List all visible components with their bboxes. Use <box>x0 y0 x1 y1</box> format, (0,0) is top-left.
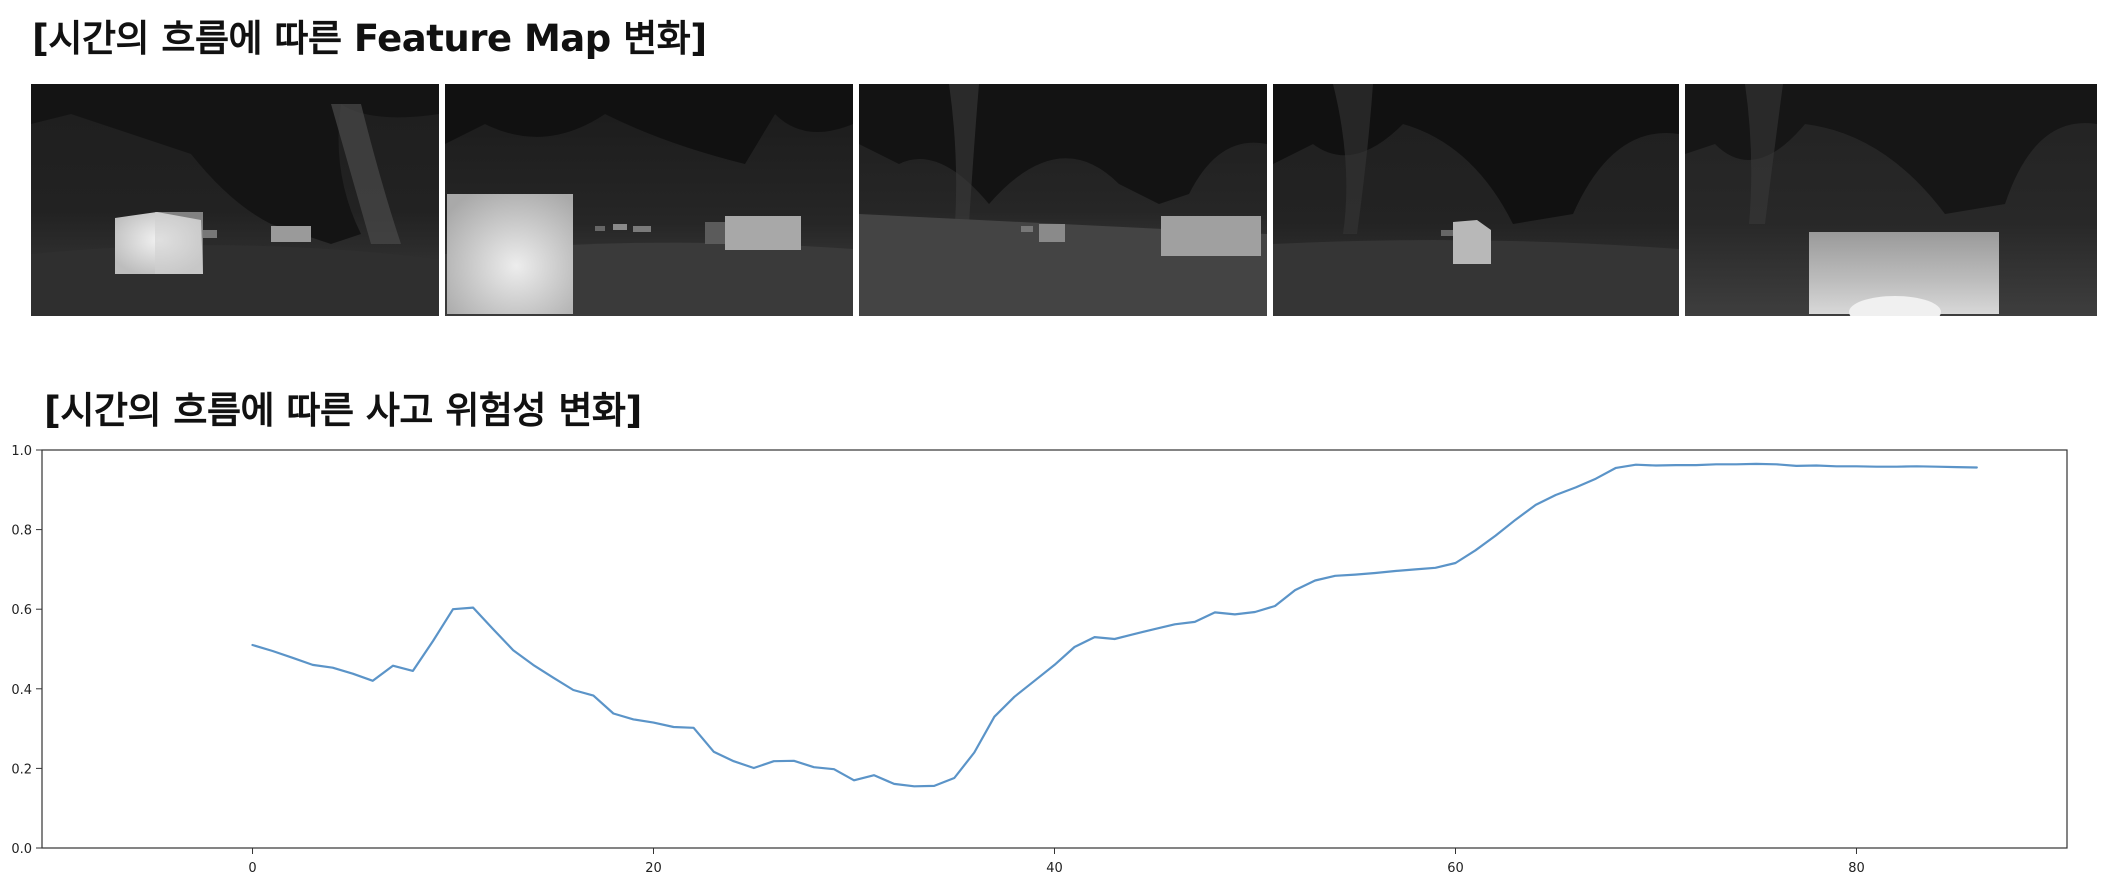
feature-map-frame-2 <box>445 84 853 316</box>
y-tick-label: 0.6 <box>11 603 32 618</box>
plot-frame <box>41 449 2068 849</box>
y-tick-label: 0.0 <box>11 842 32 857</box>
risk-chart-svg: 0 20 40 60 80 0.0 0.2 0.4 0.6 0.8 1.0 <box>11 444 2068 876</box>
feature-map-frame-4 <box>1273 84 1679 316</box>
series-line-1 <box>251 462 1978 788</box>
y-tick-label: 0.4 <box>11 683 32 698</box>
risk-chart-title: [시간의 흐름에 따른 사고 위험성 변화] <box>44 389 642 432</box>
y-tick-label: 0.8 <box>11 524 32 539</box>
y-tick-label: 0.2 <box>11 762 32 777</box>
feature-map-frame-3 <box>859 84 1267 316</box>
x-tick-label: 20 <box>645 861 662 876</box>
x-tick-label: 60 <box>1447 861 1464 876</box>
x-tick-label: 40 <box>1046 861 1063 876</box>
feature-map-strip <box>31 84 2097 318</box>
x-tick-label: 80 <box>1848 861 1865 876</box>
feature-map-frame-5 <box>1685 84 2097 316</box>
feature-map-title: [시간의 흐름에 따른 Feature Map 변화] <box>32 17 707 60</box>
feature-map-frame-1 <box>31 84 439 316</box>
y-tick-label: 1.0 <box>11 444 32 459</box>
risk-line-chart: 0 20 40 60 80 0.0 0.2 0.4 0.6 0.8 1.0 <box>0 440 2106 886</box>
x-tick-label: 0 <box>248 861 256 876</box>
